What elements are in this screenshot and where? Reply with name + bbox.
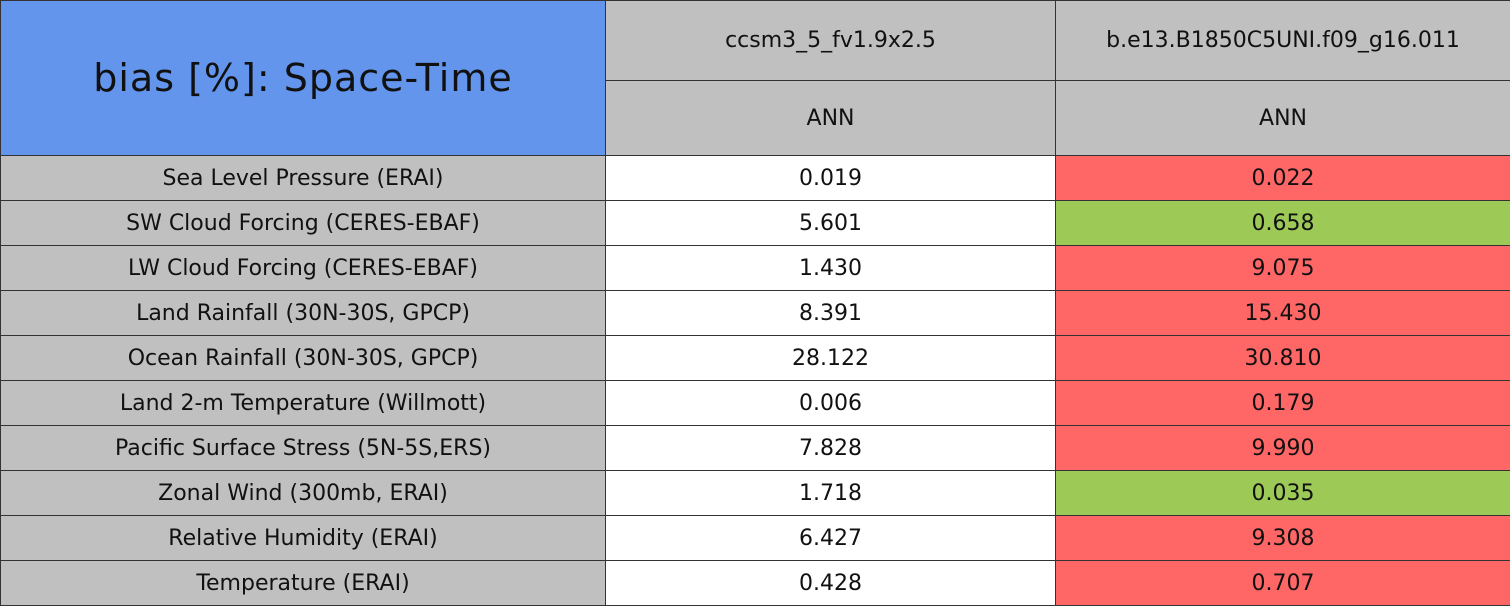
row-label: SW Cloud Forcing (CERES-EBAF) xyxy=(0,200,606,246)
column-header: ccsm3_5_fv1.9x2.5 xyxy=(605,0,1056,81)
value-cell: 1.430 xyxy=(605,245,1056,291)
row-label: Ocean Rainfall (30N-30S, GPCP) xyxy=(0,335,606,381)
value-cell: 7.828 xyxy=(605,425,1056,471)
subcolumn-header: ANN xyxy=(605,80,1056,156)
value-cell: 5.601 xyxy=(605,200,1056,246)
row-label: Pacific Surface Stress (5N-5S,ERS) xyxy=(0,425,606,471)
value-cell: 0.019 xyxy=(605,155,1056,201)
row-label: Relative Humidity (ERAI) xyxy=(0,515,606,561)
value-cell: 28.122 xyxy=(605,335,1056,381)
value-cell: 0.179 xyxy=(1055,380,1510,426)
value-cell: 8.391 xyxy=(605,290,1056,336)
row-label: LW Cloud Forcing (CERES-EBAF) xyxy=(0,245,606,291)
row-label: Land Rainfall (30N-30S, GPCP) xyxy=(0,290,606,336)
value-cell: 0.022 xyxy=(1055,155,1510,201)
title-cell: bias [%]: Space-Time xyxy=(0,0,606,156)
subcolumn-header: ANN xyxy=(1055,80,1510,156)
row-label: Zonal Wind (300mb, ERAI) xyxy=(0,470,606,516)
row-label: Sea Level Pressure (ERAI) xyxy=(0,155,606,201)
row-label: Temperature (ERAI) xyxy=(0,560,606,606)
row-label: Land 2-m Temperature (Willmott) xyxy=(0,380,606,426)
value-cell: 0.428 xyxy=(605,560,1056,606)
value-cell: 9.990 xyxy=(1055,425,1510,471)
value-cell: 1.718 xyxy=(605,470,1056,516)
value-cell: 15.430 xyxy=(1055,290,1510,336)
value-cell: 9.075 xyxy=(1055,245,1510,291)
value-cell: 0.035 xyxy=(1055,470,1510,516)
value-cell: 9.308 xyxy=(1055,515,1510,561)
column-header: b.e13.B1850C5UNI.f09_g16.011 xyxy=(1055,0,1510,81)
value-cell: 0.006 xyxy=(605,380,1056,426)
value-cell: 0.707 xyxy=(1055,560,1510,606)
value-cell: 0.658 xyxy=(1055,200,1510,246)
value-cell: 30.810 xyxy=(1055,335,1510,381)
value-cell: 6.427 xyxy=(605,515,1056,561)
